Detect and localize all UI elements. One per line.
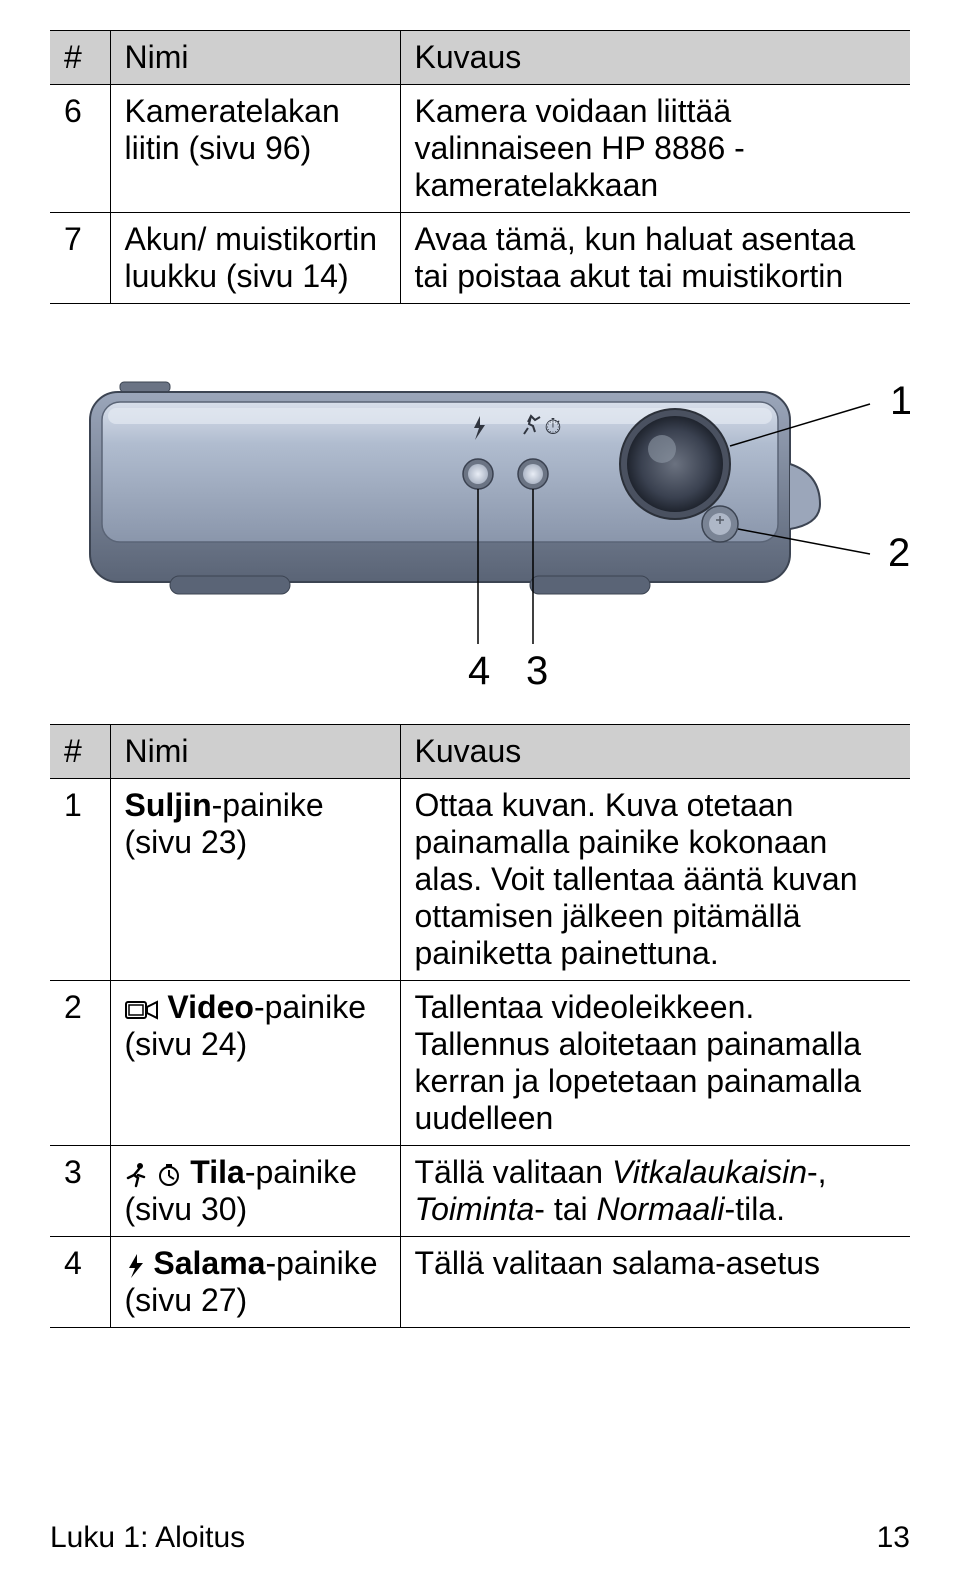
video-icon (125, 999, 159, 1021)
footer-page-number: 13 (877, 1521, 910, 1555)
runner-icon (125, 1162, 149, 1188)
table2-row-desc: Tällä valitaan salama-asetus (400, 1237, 910, 1328)
camera-diagram: ⏱ 1 2 3 4 (50, 344, 910, 694)
table1-row: 7 Akun/ muistikortin luukku (sivu 14) Av… (50, 213, 910, 304)
timer-icon (157, 1163, 181, 1187)
table2-row-desc: Tallentaa videoleikkeen. Tallennus aloit… (400, 981, 910, 1146)
table1-row: 6 Kameratelakan liitin (sivu 96) Kamera … (50, 85, 910, 213)
table1-row-num: 7 (50, 213, 110, 304)
table2-row-num: 1 (50, 779, 110, 981)
callout-3: 3 (526, 649, 548, 693)
table1-header-name: Nimi (110, 31, 400, 85)
table2-row-num: 4 (50, 1237, 110, 1328)
table1-row-name: Kameratelakan liitin (sivu 96) (110, 85, 400, 213)
table2-row-name: Tila-painike (sivu 30) (110, 1146, 400, 1237)
table2-header-desc: Kuvaus (400, 725, 910, 779)
table2-header-name: Nimi (110, 725, 400, 779)
table2-row-name: Video-painike (sivu 24) (110, 981, 400, 1146)
table2-row: 1 Suljin-painike (sivu 23) Ottaa kuvan. … (50, 779, 910, 981)
table1-row-num: 6 (50, 85, 110, 213)
footer-chapter: Luku 1: Aloitus (50, 1521, 245, 1555)
page-footer: Luku 1: Aloitus 13 (50, 1521, 910, 1555)
table2-row-desc: Ottaa kuvan. Kuva otetaan painamalla pai… (400, 779, 910, 981)
table2-row-name: Suljin-painike (sivu 23) (110, 779, 400, 981)
table2-row-name: Salama-painike (sivu 27) (110, 1237, 400, 1328)
table2-row-desc: Tällä valitaan Vitkalaukaisin-, Toiminta… (400, 1146, 910, 1237)
table1-header-desc: Kuvaus (400, 31, 910, 85)
callout-2: 2 (888, 531, 910, 575)
table1-header-num: # (50, 31, 110, 85)
parts-table-2: # Nimi Kuvaus 1 Suljin-painike (sivu 23)… (50, 724, 910, 1328)
table2-header-num: # (50, 725, 110, 779)
table1-header-row: # Nimi Kuvaus (50, 31, 910, 85)
table2-row: 3 Tila-painike (sivu 30) Tällä valitaan … (50, 1146, 910, 1237)
camera-top-view-svg: ⏱ 1 2 3 4 (50, 344, 910, 694)
table1-row-name: Akun/ muistikortin luukku (sivu 14) (110, 213, 400, 304)
flash-icon (125, 1253, 145, 1279)
table1-row-desc: Kamera voidaan liittää valinnaiseen HP 8… (400, 85, 910, 213)
parts-table-1: # Nimi Kuvaus 6 Kameratelakan liitin (si… (50, 30, 910, 304)
table2-header-row: # Nimi Kuvaus (50, 725, 910, 779)
table1-row-desc: Avaa tämä, kun haluat asentaa tai poista… (400, 213, 910, 304)
table2-row: 2 Video-painike (sivu 24) Tallentaa vide… (50, 981, 910, 1146)
table2-row: 4 Salama-painike (sivu 27) Tällä valitaa… (50, 1237, 910, 1328)
table2-row-num: 2 (50, 981, 110, 1146)
svg-text:⏱: ⏱ (544, 414, 561, 439)
callout-4: 4 (468, 649, 490, 693)
table2-row-num: 3 (50, 1146, 110, 1237)
callout-1: 1 (890, 379, 910, 423)
